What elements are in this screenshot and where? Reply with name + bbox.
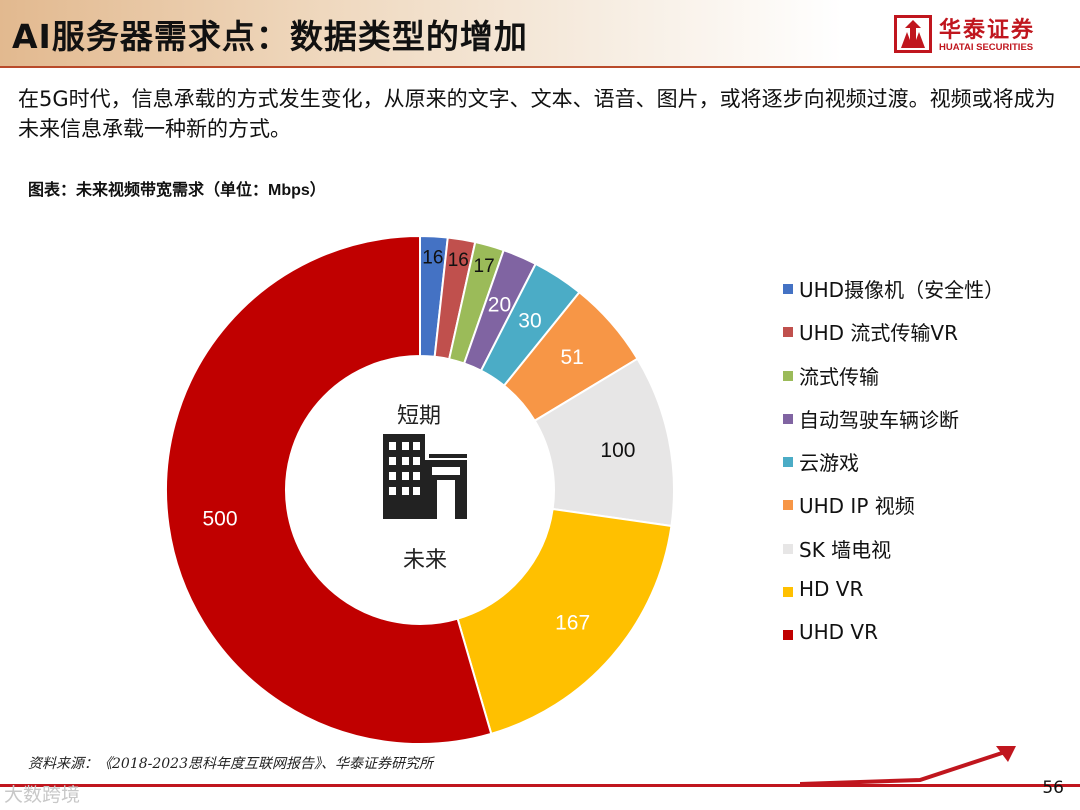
chart-caption-prefix: 图表：未来视频带宽需求（单位：: [28, 180, 269, 199]
page-title: AI服务器需求点：数据类型的增加: [12, 17, 528, 56]
legend-label: UHD摄像机（安全性）: [799, 278, 1005, 302]
watermark-text: 大数跨境: [4, 784, 81, 806]
legend-label: SK 墙电视: [799, 537, 892, 562]
logo-chinese-name: 华泰证券: [939, 18, 1036, 43]
donut-slice: [165, 234, 493, 745]
slice-value-label: 30: [518, 310, 541, 333]
legend-label: UHD VR: [799, 620, 879, 645]
slice-value-label: 167: [555, 611, 590, 634]
logo-english-name: HUATAI SECURITIES: [939, 42, 1034, 53]
growth-arrow-icon: [800, 746, 1016, 786]
legend-swatch: [783, 500, 793, 511]
donut-slice: [456, 507, 673, 736]
legend-swatch: [783, 413, 793, 424]
intro-text: 在5G时代，信息承载的方式发生变化，从原来的文字、文本、语音、图片，或将逐步向视…: [18, 87, 1056, 141]
center-label-short-term: 短期: [397, 404, 441, 429]
legend-swatch: [783, 587, 793, 598]
legend-swatch: [783, 370, 793, 381]
legend-swatch: [783, 543, 793, 554]
legend-label: 流式传输: [799, 364, 879, 389]
chart-caption-unit: Mbps: [268, 182, 310, 199]
huatai-logo: 华泰证券 HUATAI SECURITIES: [893, 12, 1058, 58]
legend-swatch: [783, 457, 793, 468]
legend-label: 云游戏: [799, 451, 859, 476]
slice-value-label: 500: [203, 508, 238, 531]
chart-caption: 图表：未来视频带宽需求（单位：Mbps）: [28, 176, 326, 200]
center-label-future: 未来: [403, 548, 447, 573]
building-icon: [383, 434, 467, 519]
slice-value-label: 16: [448, 250, 469, 271]
title-bar: AI服务器需求点：数据类型的增加 华泰证券 HUATAI SECURITIES: [0, 0, 1080, 66]
legend-swatch: [783, 630, 793, 641]
legend-label: 自动驾驶车辆诊断: [799, 407, 959, 432]
legend-label: UHD 流式传输VR: [799, 321, 959, 346]
title-divider: [0, 66, 1080, 68]
legend-swatch: [783, 284, 793, 294]
huatai-logo-icon: [894, 15, 932, 53]
slice-value-label: 20: [488, 293, 511, 316]
legend-label: HD VR: [799, 577, 864, 602]
slice-value-label: 17: [474, 256, 495, 277]
slice-value-label: 100: [600, 439, 635, 462]
slice-value-label: 16: [422, 247, 443, 268]
slice-value-label: 51: [560, 346, 583, 369]
chart-caption-suffix: ）: [309, 180, 326, 199]
page-number: 56: [1042, 778, 1064, 798]
footer-line: [0, 784, 1080, 787]
source-note: 资料来源：《2018-2023思科年度互联网报告》、华泰证券研究所: [28, 756, 433, 772]
legend-swatch: [783, 327, 793, 338]
legend-label: UHD IP 视频: [799, 494, 915, 519]
